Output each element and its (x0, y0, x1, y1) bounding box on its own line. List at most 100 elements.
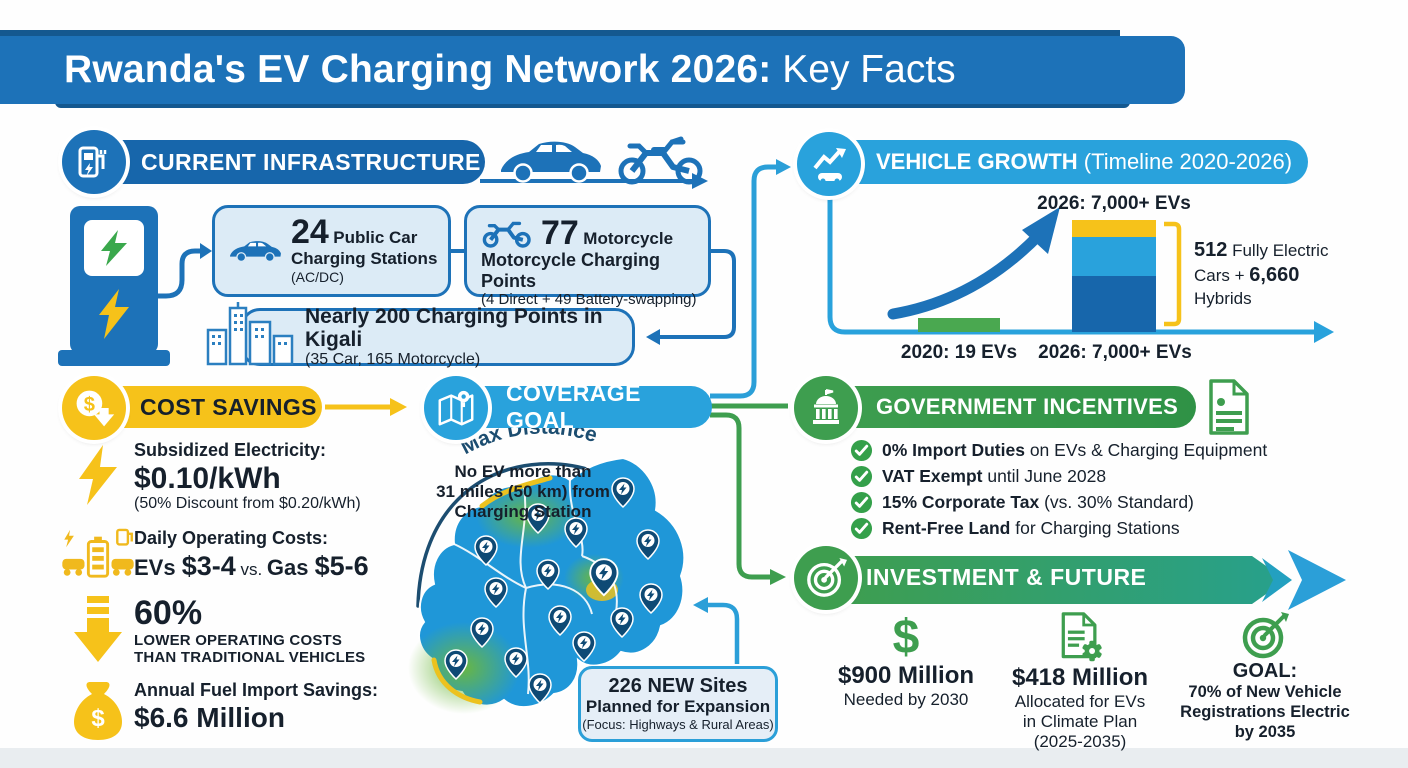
title-banner-shadow-top (0, 30, 1120, 40)
dollar-icon: $ (892, 611, 920, 664)
title-banner-shadow-bottom (55, 100, 1130, 108)
moto-points-label2: Motorcycle Charging Points (481, 250, 661, 291)
check-icon (850, 517, 873, 539)
moto-points-label: Motorcycle (583, 229, 674, 248)
kigali-title: Nearly 200 Charging Points in Kigali (305, 304, 603, 351)
bar-2020 (918, 318, 1000, 332)
yellow-bolt-icon (99, 289, 129, 339)
stat2-value: $418 Million (1011, 664, 1149, 691)
hybrids-count: 6,660 (1249, 264, 1300, 286)
growth-chart-icon (797, 132, 861, 196)
rwanda-map: Max Distance (408, 428, 686, 714)
bar-2026-hybrids (1072, 276, 1156, 332)
moto-points-sub: (4 Direct + 49 Battery-swapping) (481, 291, 697, 309)
svg-text:$: $ (84, 394, 95, 416)
incentives-header-label: GOVERNMENT INCENTIVES (876, 394, 1179, 419)
fully-electric-count: 512 (1194, 239, 1228, 261)
bar-2026-accent (1072, 220, 1156, 237)
green-bolt-icon (101, 230, 127, 266)
footer-strip (0, 748, 1408, 768)
fully-electric-label: Fully Electric Cars + (1194, 241, 1329, 285)
check-icon (850, 465, 873, 487)
trend-arrow-car-icon (813, 148, 846, 184)
lower-costs-item: 60% LOWER OPERATING COSTS THAN TRADITION… (62, 594, 402, 667)
goal-target-icon (1242, 612, 1289, 659)
stat3-desc: 70% of New Vehicle Registrations Electri… (1180, 683, 1350, 741)
cost-savings-header-label: COST SAVINGS (140, 393, 317, 420)
stat3-value: GOAL: (1232, 660, 1298, 682)
moto-points-box: 77 Motorcycle Motorcycle Charging Points… (464, 205, 711, 308)
incentives-list: 0% Import Duties on EVs & Charging Equip… (850, 437, 1267, 541)
incentive-row: 15% Corporate Tax (vs. 30% Standard) (850, 489, 1267, 515)
charging-station-icon (62, 130, 126, 194)
government-icon (794, 376, 858, 440)
kigali-sub: (35 Car, 165 Motorcycle) (305, 351, 481, 369)
infrastructure-header-label: CURRENT INFRASTRUCTURE (141, 148, 481, 175)
moto-points-count: 77 (541, 214, 579, 252)
cost-savings-icon: $ (62, 376, 126, 440)
kigali-box: Nearly 200 Charging Points in Kigali (35… (240, 304, 635, 369)
expansion-line2: Planned for Expansion (585, 697, 771, 717)
car-stations-box: 24 Public Car Charging Stations (AC/DC) (212, 205, 451, 297)
peak-label: 2026: 7,000+ EVs (1037, 193, 1191, 214)
bracket-annotation: 512 Fully Electric Cars + 6,660 Hybrids (1194, 238, 1346, 309)
subsidized-sub: (50% Discount from $0.20/kWh) (134, 494, 361, 512)
section-header-vehicle-growth: VEHICLE GROWTH (Timeline 2020-2026) (832, 140, 1308, 184)
subsidized-value: $0.10/kWh (134, 461, 281, 495)
svg-text:$: $ (91, 705, 105, 732)
car-icon (501, 141, 601, 183)
axis-label-2020: 2020: 19 EVs (900, 342, 1018, 363)
car-stations-count: 24 (291, 213, 329, 251)
stat1-value: $900 Million (837, 662, 975, 689)
hybrids-label: Hybrids (1194, 289, 1252, 308)
target-icon (794, 546, 858, 610)
investment-header-label: INVESTMENT & FUTURE (866, 564, 1147, 590)
expansion-line3: (Focus: Highways & Rural Areas) (582, 716, 774, 732)
section-header-incentives: GOVERNMENT INCENTIVES (828, 386, 1196, 428)
motorcycle-icon (482, 221, 531, 248)
incentive-row: Rent-Free Land for Charging Stations (850, 515, 1267, 541)
stat2-desc: Allocated for EVs in Climate Plan (2025-… (1014, 691, 1146, 752)
motorcycle-icon (618, 136, 703, 185)
investment-stat-418m: $418 Million Allocated for EVs in Climat… (996, 612, 1164, 753)
subsidized-electricity-item: Subsidized Electricity: $0.10/kWh (50% D… (62, 440, 392, 513)
stat1-desc: Needed by 2030 (843, 689, 969, 709)
map-pin-glyph-icon (438, 390, 474, 426)
fuel-savings-title: Annual Fuel Import Savings: (134, 680, 379, 700)
money-bag-icon: $ (74, 682, 122, 740)
lower-costs-value: 60% (134, 594, 203, 632)
dollar-down-icon: $ (76, 390, 115, 427)
car-stations-label2: Charging Stations (291, 249, 438, 268)
check-icon (850, 491, 873, 513)
page-title: Rwanda's EV Charging Network 2026: Key F… (0, 36, 1185, 104)
investment-stat-900m: $ $900 Million Needed by 2030 (828, 614, 984, 710)
dartboard-icon (807, 557, 847, 597)
lower-costs-desc: LOWER OPERATING COSTS THAN TRADITIONAL V… (134, 631, 366, 667)
section-header-infrastructure: CURRENT INFRASTRUCTURE (95, 140, 485, 184)
title-main: Rwanda's EV Charging Network 2026: (64, 48, 772, 91)
car-stations-label: Public Car (333, 228, 418, 247)
subsidized-title: Subsidized Electricity: (134, 440, 327, 460)
max-distance-note: No EV more than 31 miles (50 km) from Ch… (436, 462, 610, 522)
investment-stat-goal: GOAL: 70% of New Vehicle Registrations E… (1168, 612, 1362, 742)
ev-vs-gas-icon (62, 528, 134, 578)
incentive-row: 0% Import Duties on EVs & Charging Equip… (850, 437, 1267, 463)
incentive-row: VAT Exempt until June 2028 (850, 463, 1267, 489)
down-arrow-icon (74, 596, 122, 662)
pump-glyph-icon (78, 146, 107, 178)
expansion-box: 226 NEW Sites Planned for Expansion (Foc… (578, 666, 778, 742)
title-accent: Key Facts (771, 48, 956, 91)
section-header-coverage: COVERAGE GOAL (458, 380, 712, 433)
capitol-building-icon (813, 389, 839, 424)
pump-base (58, 350, 170, 366)
bar-2026-electric (1072, 237, 1156, 276)
section-header-cost-savings: COST SAVINGS (96, 386, 322, 428)
investment-banner (838, 556, 1286, 604)
coverage-header-label: COVERAGE GOAL (506, 380, 641, 433)
check-icon (850, 439, 873, 461)
fuel-savings-item: $ Annual Fuel Import Savings: $6.6 Milli… (62, 680, 402, 742)
document-gear-icon (1061, 612, 1102, 662)
car-stations-sub: (AC/DC) (291, 269, 344, 285)
